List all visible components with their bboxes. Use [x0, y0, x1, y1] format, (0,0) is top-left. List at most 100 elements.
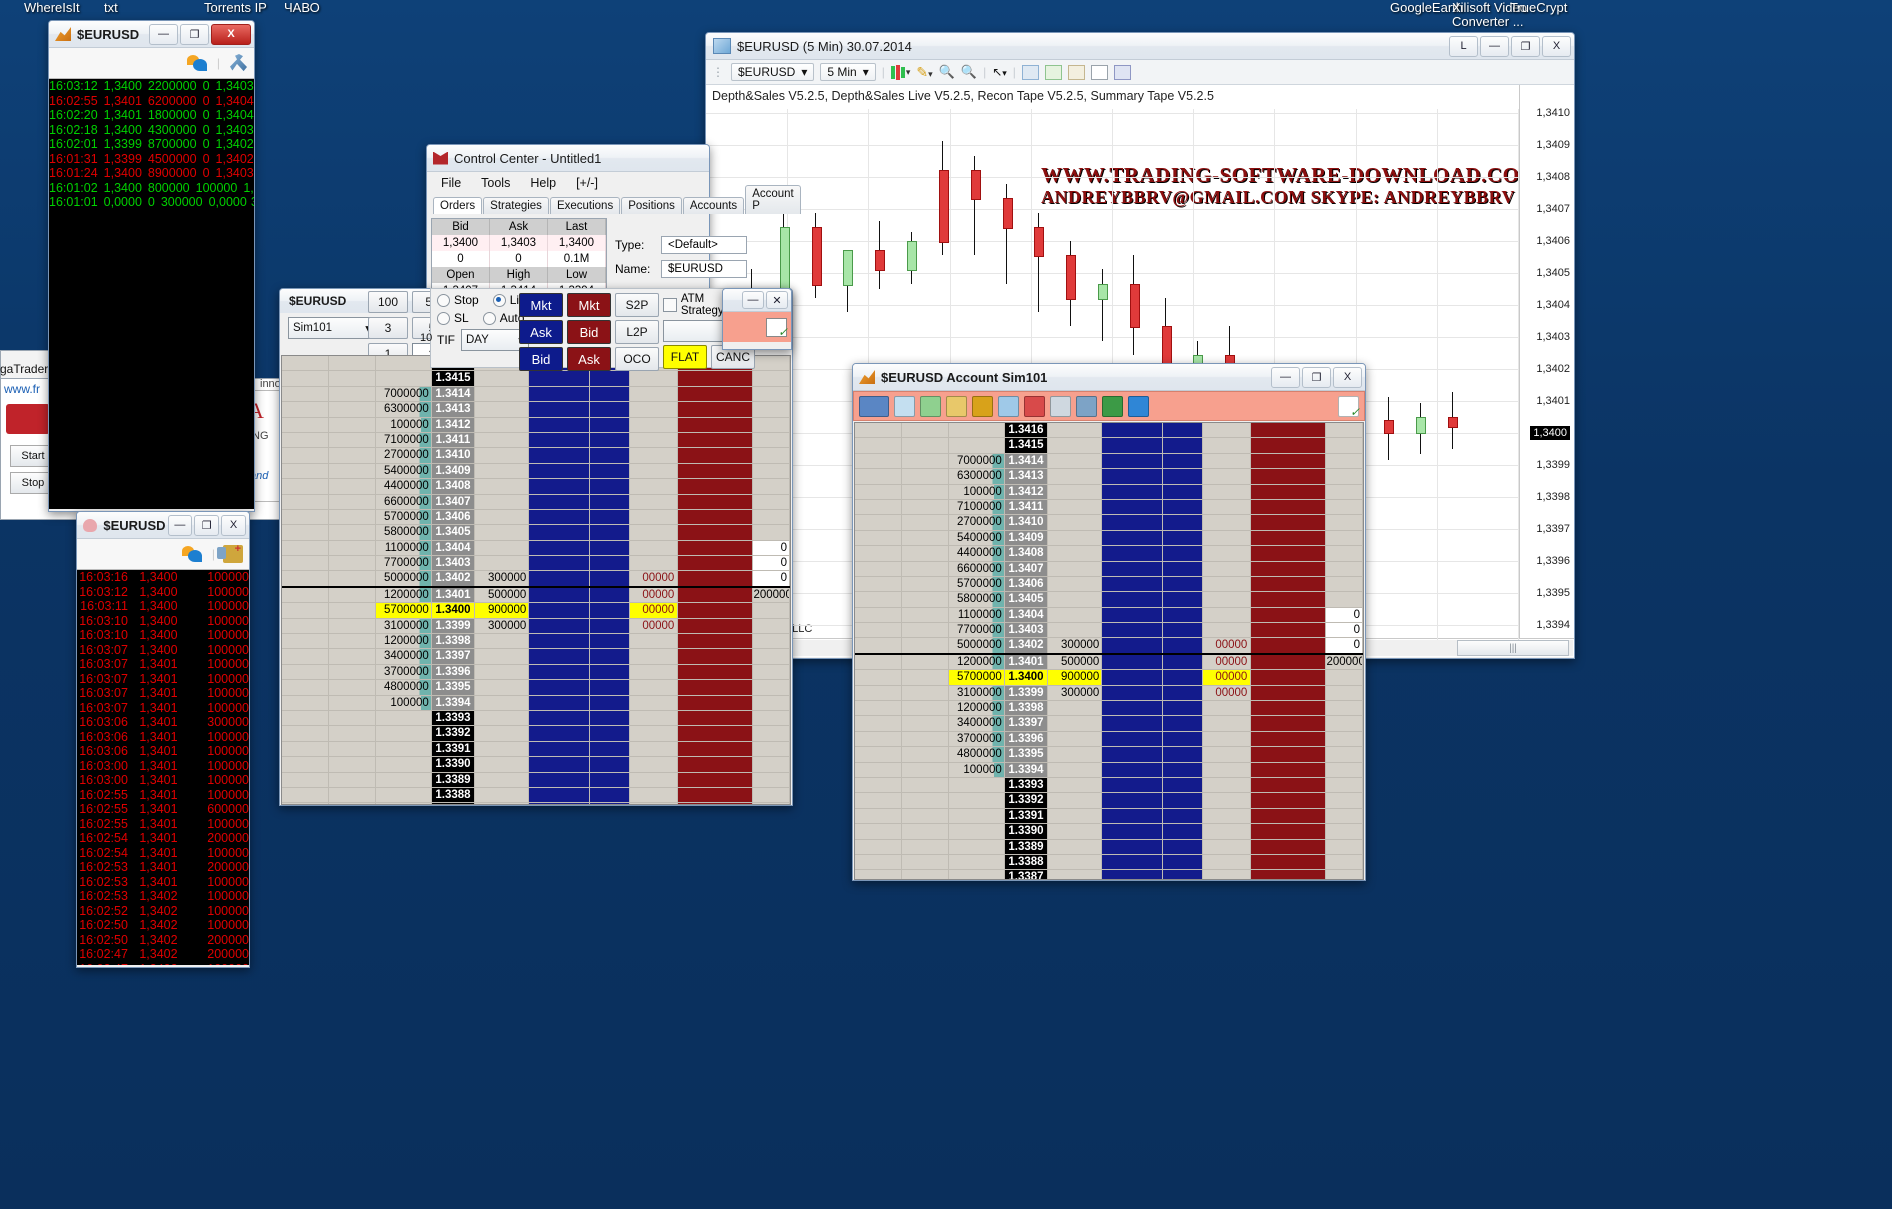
- dom-col-orders[interactable]: [282, 509, 329, 525]
- dom-col-orders[interactable]: [282, 417, 329, 432]
- dom-buy-column-2[interactable]: [590, 695, 631, 710]
- dom-bid-volume[interactable]: [376, 772, 432, 787]
- dom-row[interactable]: 3400000 1.3397: [282, 649, 790, 665]
- tab-positions[interactable]: Positions: [621, 197, 682, 214]
- dom-buy-column[interactable]: [1102, 731, 1164, 747]
- dom-col-spare[interactable]: [329, 432, 376, 448]
- dom-bid-volume[interactable]: 4800000: [375, 680, 432, 695]
- dom-buy-column[interactable]: [529, 417, 591, 432]
- dom-row[interactable]: 2700000 1.3410: [855, 515, 1363, 531]
- dom-sell-orders[interactable]: [630, 386, 679, 402]
- dom-price[interactable]: 1.3413: [1004, 469, 1049, 484]
- dom-col-orders[interactable]: [855, 701, 902, 716]
- dom-price[interactable]: 1.3398: [1004, 701, 1049, 716]
- dom-col-orders[interactable]: [282, 618, 329, 634]
- sim-dom-close-button[interactable]: X: [1333, 366, 1362, 388]
- dom-my-orders[interactable]: [753, 772, 790, 787]
- dom-sell-column[interactable]: [1251, 854, 1327, 870]
- dom-buy-column[interactable]: [1102, 469, 1164, 484]
- dom-sell-orders[interactable]: [1203, 623, 1252, 638]
- account-selector[interactable]: Sim101 ▾: [288, 317, 376, 339]
- dom-row[interactable]: 6600000 1.3407: [855, 561, 1363, 577]
- dom-price[interactable]: 1.3408: [431, 479, 476, 494]
- dom-sell-orders[interactable]: [1203, 576, 1252, 592]
- chart-minimize-button[interactable]: —: [1480, 35, 1509, 57]
- dom-price[interactable]: 1.3404: [1004, 607, 1049, 623]
- dom-sell-column[interactable]: [678, 649, 754, 664]
- dom-price[interactable]: 1.3411: [1004, 499, 1049, 515]
- dom-col-orders[interactable]: [282, 463, 329, 479]
- dom-sell-orders[interactable]: [1203, 561, 1252, 576]
- dom-sell-column[interactable]: [1251, 701, 1327, 716]
- dom-buy-column-2[interactable]: [590, 571, 631, 586]
- dom-col-spare[interactable]: [902, 484, 949, 499]
- dom-sell-column[interactable]: [1251, 654, 1327, 670]
- dom-my-orders[interactable]: [753, 741, 790, 757]
- dom-col-orders[interactable]: [282, 726, 329, 741]
- dom-buy-column[interactable]: [529, 556, 591, 571]
- dom-my-orders[interactable]: [753, 371, 790, 386]
- chart-close-button[interactable]: X: [1542, 35, 1571, 57]
- dom-ask-volume[interactable]: [1048, 731, 1103, 747]
- dom-col-orders[interactable]: [855, 453, 902, 469]
- dom-buy-column[interactable]: [1102, 515, 1164, 530]
- dom-ask-volume[interactable]: [475, 680, 530, 695]
- dom-sell-column[interactable]: [1251, 685, 1327, 701]
- dom-my-orders[interactable]: [1326, 515, 1363, 530]
- dom-buy-column[interactable]: [1102, 701, 1164, 716]
- dom-col-orders[interactable]: [282, 664, 329, 680]
- sell-bid-button[interactable]: Bid: [567, 320, 611, 344]
- dom-my-orders[interactable]: [1326, 870, 1363, 879]
- dom-sell-column[interactable]: [678, 772, 754, 787]
- dom-sell-orders[interactable]: [630, 803, 679, 804]
- dom-col-spare[interactable]: [329, 463, 376, 479]
- dom-sell-column[interactable]: [1251, 561, 1327, 576]
- dom-price[interactable]: 1.3400: [1004, 670, 1049, 685]
- dom-sell-orders[interactable]: [1203, 484, 1252, 499]
- dom-my-orders[interactable]: [1326, 576, 1363, 592]
- dom-sell-column[interactable]: [1251, 607, 1327, 623]
- dom-ask-volume[interactable]: [475, 695, 530, 710]
- dom-ask-volume[interactable]: [475, 726, 530, 741]
- dom-row[interactable]: 6300000 1.3413: [855, 469, 1363, 485]
- dom-my-orders[interactable]: [1326, 839, 1363, 854]
- dom-bid-volume[interactable]: 7100000: [948, 499, 1005, 515]
- dom-buy-column-2[interactable]: [590, 741, 631, 757]
- dom-ask-volume[interactable]: [475, 371, 530, 386]
- zoom-in-icon[interactable]: 🔍: [938, 64, 955, 79]
- dom-row[interactable]: 5700000 1.3406: [855, 576, 1363, 593]
- dom-buy-column-2[interactable]: [590, 772, 631, 787]
- dom-bid-volume[interactable]: 5000000: [948, 638, 1005, 653]
- wrench-icon[interactable]: [230, 54, 247, 72]
- dom-ask-volume[interactable]: [1048, 762, 1103, 777]
- dom-ask-volume[interactable]: 300000: [1048, 638, 1103, 653]
- dom-my-orders[interactable]: [1326, 824, 1363, 839]
- sim-dom-window[interactable]: $EURUSD Account Sim101 — ❐ X ✓ 1.3416 1.3…: [852, 363, 1366, 881]
- dom-sell-orders[interactable]: 00000: [1203, 670, 1252, 685]
- dom-buy-column[interactable]: [529, 587, 591, 603]
- dom-my-orders[interactable]: [753, 448, 790, 463]
- dom-col-spare[interactable]: [329, 741, 376, 757]
- dom-col-spare[interactable]: [902, 530, 949, 546]
- dom-my-orders[interactable]: [753, 726, 790, 741]
- dom-bid-volume[interactable]: 4400000: [948, 546, 1005, 561]
- dom-sell-orders[interactable]: [630, 448, 679, 463]
- dom-sell-orders[interactable]: 00000: [1203, 685, 1252, 701]
- dom-sell-column[interactable]: [1251, 530, 1327, 546]
- dom-sell-orders[interactable]: [1203, 453, 1252, 469]
- dom-price[interactable]: 1.3391: [1004, 808, 1049, 824]
- dom-sell-orders[interactable]: [1203, 839, 1252, 854]
- dom-row[interactable]: 6300000 1.3413: [282, 402, 790, 418]
- dom-price[interactable]: 1.3389: [431, 772, 476, 787]
- dom-price[interactable]: 1.3392: [431, 726, 476, 741]
- dom-col-orders[interactable]: [855, 685, 902, 701]
- list-icon[interactable]: [1050, 395, 1071, 417]
- dom-col-spare[interactable]: [329, 787, 376, 803]
- dom-buy-column-2[interactable]: [590, 479, 631, 494]
- dom-buy-column[interactable]: [529, 463, 591, 479]
- wrench-icon[interactable]: [1076, 395, 1097, 417]
- dom-row[interactable]: 5800000 1.3405: [282, 525, 790, 541]
- dom-buy-column[interactable]: [529, 371, 591, 386]
- dom-sell-column[interactable]: [678, 710, 754, 726]
- dom-col-spare[interactable]: [902, 576, 949, 592]
